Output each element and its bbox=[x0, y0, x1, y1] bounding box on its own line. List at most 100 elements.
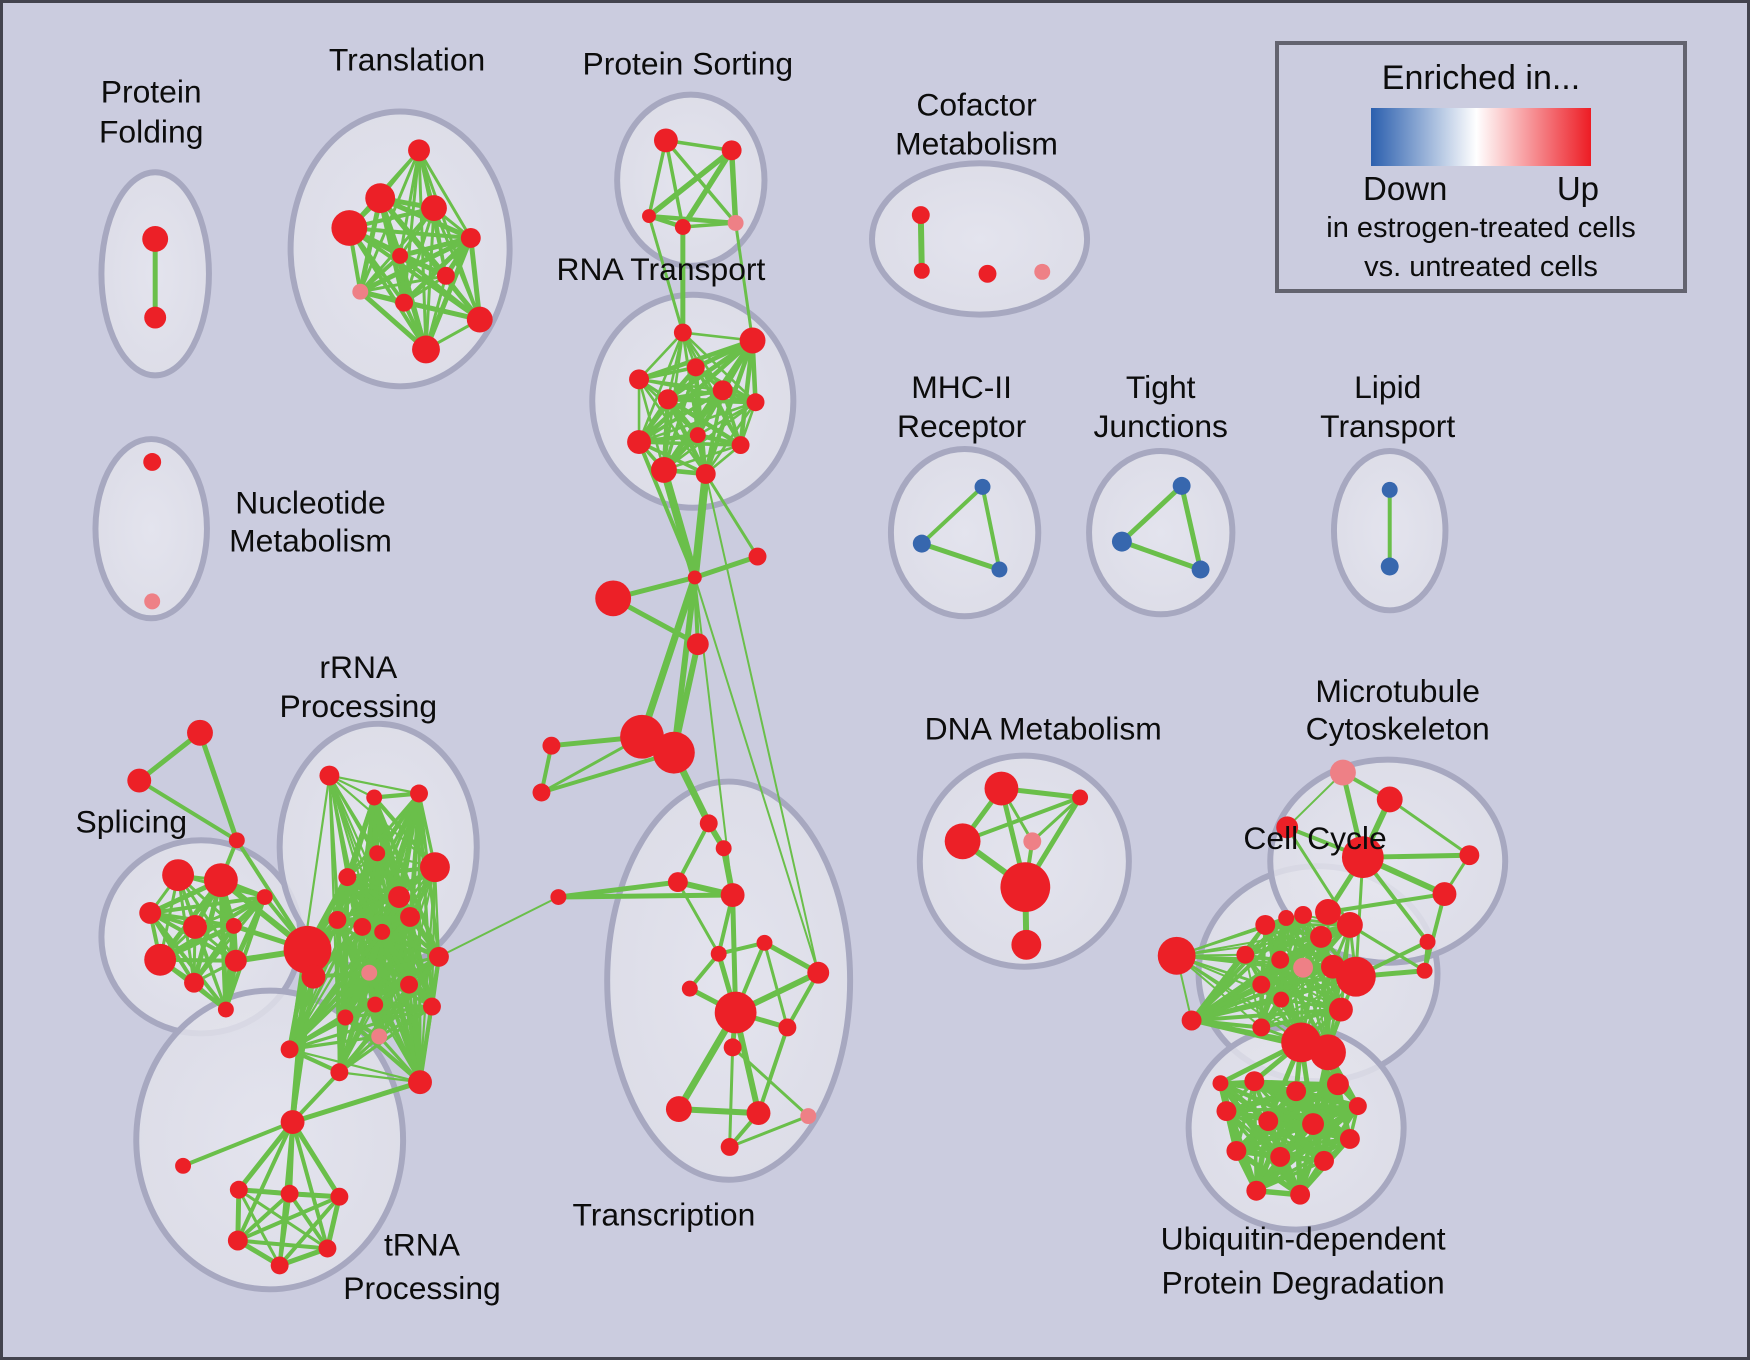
gene-set-node-rhub-0[interactable] bbox=[283, 925, 332, 974]
gene-set-node-rna_transport-0[interactable] bbox=[673, 323, 692, 342]
gene-set-node-translation-1[interactable] bbox=[365, 183, 396, 214]
gene-set-node-protein_sorting-4[interactable] bbox=[727, 215, 744, 231]
gene-set-node-translation-6[interactable] bbox=[436, 266, 455, 285]
gene-set-node-protein_folding-1[interactable] bbox=[144, 306, 167, 329]
gene-set-node-hub-0[interactable] bbox=[687, 570, 702, 585]
gene-set-node-splicing-3[interactable] bbox=[183, 914, 207, 939]
gene-set-node-rrna-8[interactable] bbox=[328, 910, 347, 929]
gene-set-node-lipid-0[interactable] bbox=[1381, 481, 1398, 498]
gene-set-node-rna_transport-3[interactable] bbox=[629, 369, 650, 390]
gene-set-node-rrna-14[interactable] bbox=[423, 997, 441, 1016]
gene-set-node-hub-8[interactable] bbox=[550, 889, 567, 906]
gene-set-node-splicing-7[interactable] bbox=[224, 949, 247, 972]
gene-set-node-splicing-6[interactable] bbox=[184, 972, 204, 993]
gene-set-node-cellcycle-5[interactable] bbox=[1336, 911, 1363, 938]
gene-set-node-cellcycle-13[interactable] bbox=[1328, 997, 1353, 1022]
gene-set-node-trna-2[interactable] bbox=[229, 1180, 248, 1199]
gene-set-node-cofactor-0[interactable] bbox=[911, 206, 930, 225]
gene-set-node-ubiquitin-7[interactable] bbox=[1226, 1140, 1247, 1161]
gene-set-node-rrna-18[interactable] bbox=[408, 1070, 432, 1095]
gene-set-node-rrna-19[interactable] bbox=[330, 1063, 349, 1082]
gene-set-node-translation-3[interactable] bbox=[421, 195, 447, 222]
gene-set-node-rna_transport-8[interactable] bbox=[627, 430, 651, 455]
gene-set-node-transcription-13[interactable] bbox=[800, 1108, 817, 1125]
gene-set-node-rhub-1[interactable] bbox=[301, 964, 326, 989]
gene-set-node-splicing-9[interactable] bbox=[217, 1001, 234, 1018]
gene-set-node-cellcycle-8[interactable] bbox=[1293, 957, 1314, 978]
gene-set-node-splicing-5[interactable] bbox=[144, 943, 177, 976]
gene-set-node-mhc-2[interactable] bbox=[991, 561, 1008, 578]
gene-set-node-rna_transport-4[interactable] bbox=[657, 389, 678, 410]
gene-set-node-transcription-0[interactable] bbox=[699, 814, 718, 833]
gene-set-node-transcription-14[interactable] bbox=[720, 1137, 739, 1156]
gene-set-node-rna_transport-5[interactable] bbox=[712, 380, 733, 401]
gene-set-node-trna-1[interactable] bbox=[175, 1157, 192, 1174]
gene-set-node-protein_sorting-2[interactable] bbox=[642, 209, 656, 224]
gene-set-node-rrna-17[interactable] bbox=[371, 1028, 388, 1045]
gene-set-node-dna-2[interactable] bbox=[944, 823, 981, 860]
gene-set-node-rrna-9[interactable] bbox=[353, 917, 372, 936]
gene-set-node-transcription-4[interactable] bbox=[710, 945, 727, 962]
gene-set-node-rrna-0[interactable] bbox=[319, 765, 340, 786]
gene-set-node-translation-2[interactable] bbox=[331, 210, 368, 246]
gene-set-node-translation-4[interactable] bbox=[460, 228, 481, 248]
gene-set-node-trna-5[interactable] bbox=[227, 1230, 248, 1251]
gene-set-node-mhc-0[interactable] bbox=[974, 478, 991, 495]
gene-set-node-transcription-5[interactable] bbox=[756, 934, 773, 951]
gene-set-node-microtubule-3[interactable] bbox=[1341, 836, 1384, 879]
gene-set-node-rrna-20[interactable] bbox=[280, 1040, 299, 1059]
gene-set-node-tight-1[interactable] bbox=[1111, 531, 1132, 552]
gene-set-node-transcription-7[interactable] bbox=[807, 961, 830, 984]
gene-set-node-hub-1[interactable] bbox=[748, 547, 767, 566]
gene-set-node-cellcycle-17[interactable] bbox=[1252, 1018, 1271, 1037]
gene-set-node-rrna-4[interactable] bbox=[338, 868, 357, 887]
gene-set-node-dna-3[interactable] bbox=[1023, 832, 1042, 851]
gene-set-node-ubiquitin-10[interactable] bbox=[1246, 1180, 1267, 1201]
gene-set-node-rna_transport-11[interactable] bbox=[695, 463, 716, 484]
gene-set-node-rrna-3[interactable] bbox=[369, 845, 386, 862]
gene-set-node-lipid-1[interactable] bbox=[1380, 557, 1399, 576]
gene-set-node-transcription-10[interactable] bbox=[723, 1038, 742, 1057]
gene-set-node-cellcycle-2[interactable] bbox=[1255, 914, 1276, 935]
gene-set-node-trna-6[interactable] bbox=[318, 1239, 337, 1258]
gene-set-node-transcription-3[interactable] bbox=[720, 883, 745, 907]
gene-set-node-rrna-10[interactable] bbox=[374, 923, 391, 940]
gene-set-node-rrna-15[interactable] bbox=[367, 996, 384, 1013]
gene-set-node-rna_transport-7[interactable] bbox=[689, 427, 706, 444]
gene-set-node-rrna-16[interactable] bbox=[337, 1009, 354, 1026]
gene-set-node-nucleotide-1[interactable] bbox=[144, 593, 161, 610]
gene-set-node-ubiquitin-13[interactable] bbox=[1348, 1097, 1367, 1116]
gene-set-node-cellcycle-11[interactable] bbox=[1273, 991, 1290, 1008]
gene-set-node-rrna-1[interactable] bbox=[366, 789, 383, 806]
gene-set-node-dna-0[interactable] bbox=[984, 771, 1019, 806]
gene-set-node-transcription-12[interactable] bbox=[746, 1101, 771, 1126]
gene-set-node-splicing-1[interactable] bbox=[203, 863, 238, 898]
gene-set-node-cellcycle-0[interactable] bbox=[1157, 936, 1196, 975]
gene-set-node-cellcycle-4[interactable] bbox=[1310, 925, 1332, 948]
gene-set-node-rna_transport-10[interactable] bbox=[650, 456, 677, 483]
gene-set-node-cofactor-3[interactable] bbox=[1034, 263, 1051, 280]
gene-set-node-ubiquitin-3[interactable] bbox=[1216, 1101, 1237, 1122]
gene-set-node-transcription-6[interactable] bbox=[681, 980, 698, 997]
gene-set-node-translation-5[interactable] bbox=[392, 247, 409, 264]
gene-set-node-protein_sorting-0[interactable] bbox=[653, 128, 678, 153]
gene-set-node-ubiquitin-11[interactable] bbox=[1290, 1184, 1311, 1205]
gene-set-node-ubiquitin-6[interactable] bbox=[1339, 1129, 1360, 1149]
gene-set-node-rrna-12[interactable] bbox=[400, 975, 419, 994]
gene-set-node-cellcycle-12[interactable] bbox=[1335, 956, 1376, 997]
gene-set-node-cellcycle-16[interactable] bbox=[1278, 909, 1295, 926]
gene-set-node-trna-0[interactable] bbox=[280, 1110, 305, 1134]
gene-set-node-transcription-11[interactable] bbox=[665, 1096, 692, 1123]
gene-set-node-splicing-8[interactable] bbox=[256, 889, 273, 906]
gene-set-node-cofactor-2[interactable] bbox=[978, 264, 997, 283]
gene-set-node-tri-1[interactable] bbox=[127, 768, 152, 793]
gene-set-node-hub-5[interactable] bbox=[652, 731, 695, 774]
gene-set-node-protein_folding-0[interactable] bbox=[142, 226, 169, 252]
gene-set-node-protein_sorting-1[interactable] bbox=[721, 140, 742, 161]
gene-set-node-mhc-1[interactable] bbox=[912, 534, 931, 553]
gene-set-node-tri-0[interactable] bbox=[187, 719, 213, 746]
gene-set-node-rrna-6[interactable] bbox=[420, 852, 450, 883]
gene-set-node-rrna-7[interactable] bbox=[400, 906, 421, 927]
gene-set-node-microtubule-2[interactable] bbox=[1276, 816, 1299, 839]
gene-set-node-rna_transport-6[interactable] bbox=[746, 393, 765, 412]
